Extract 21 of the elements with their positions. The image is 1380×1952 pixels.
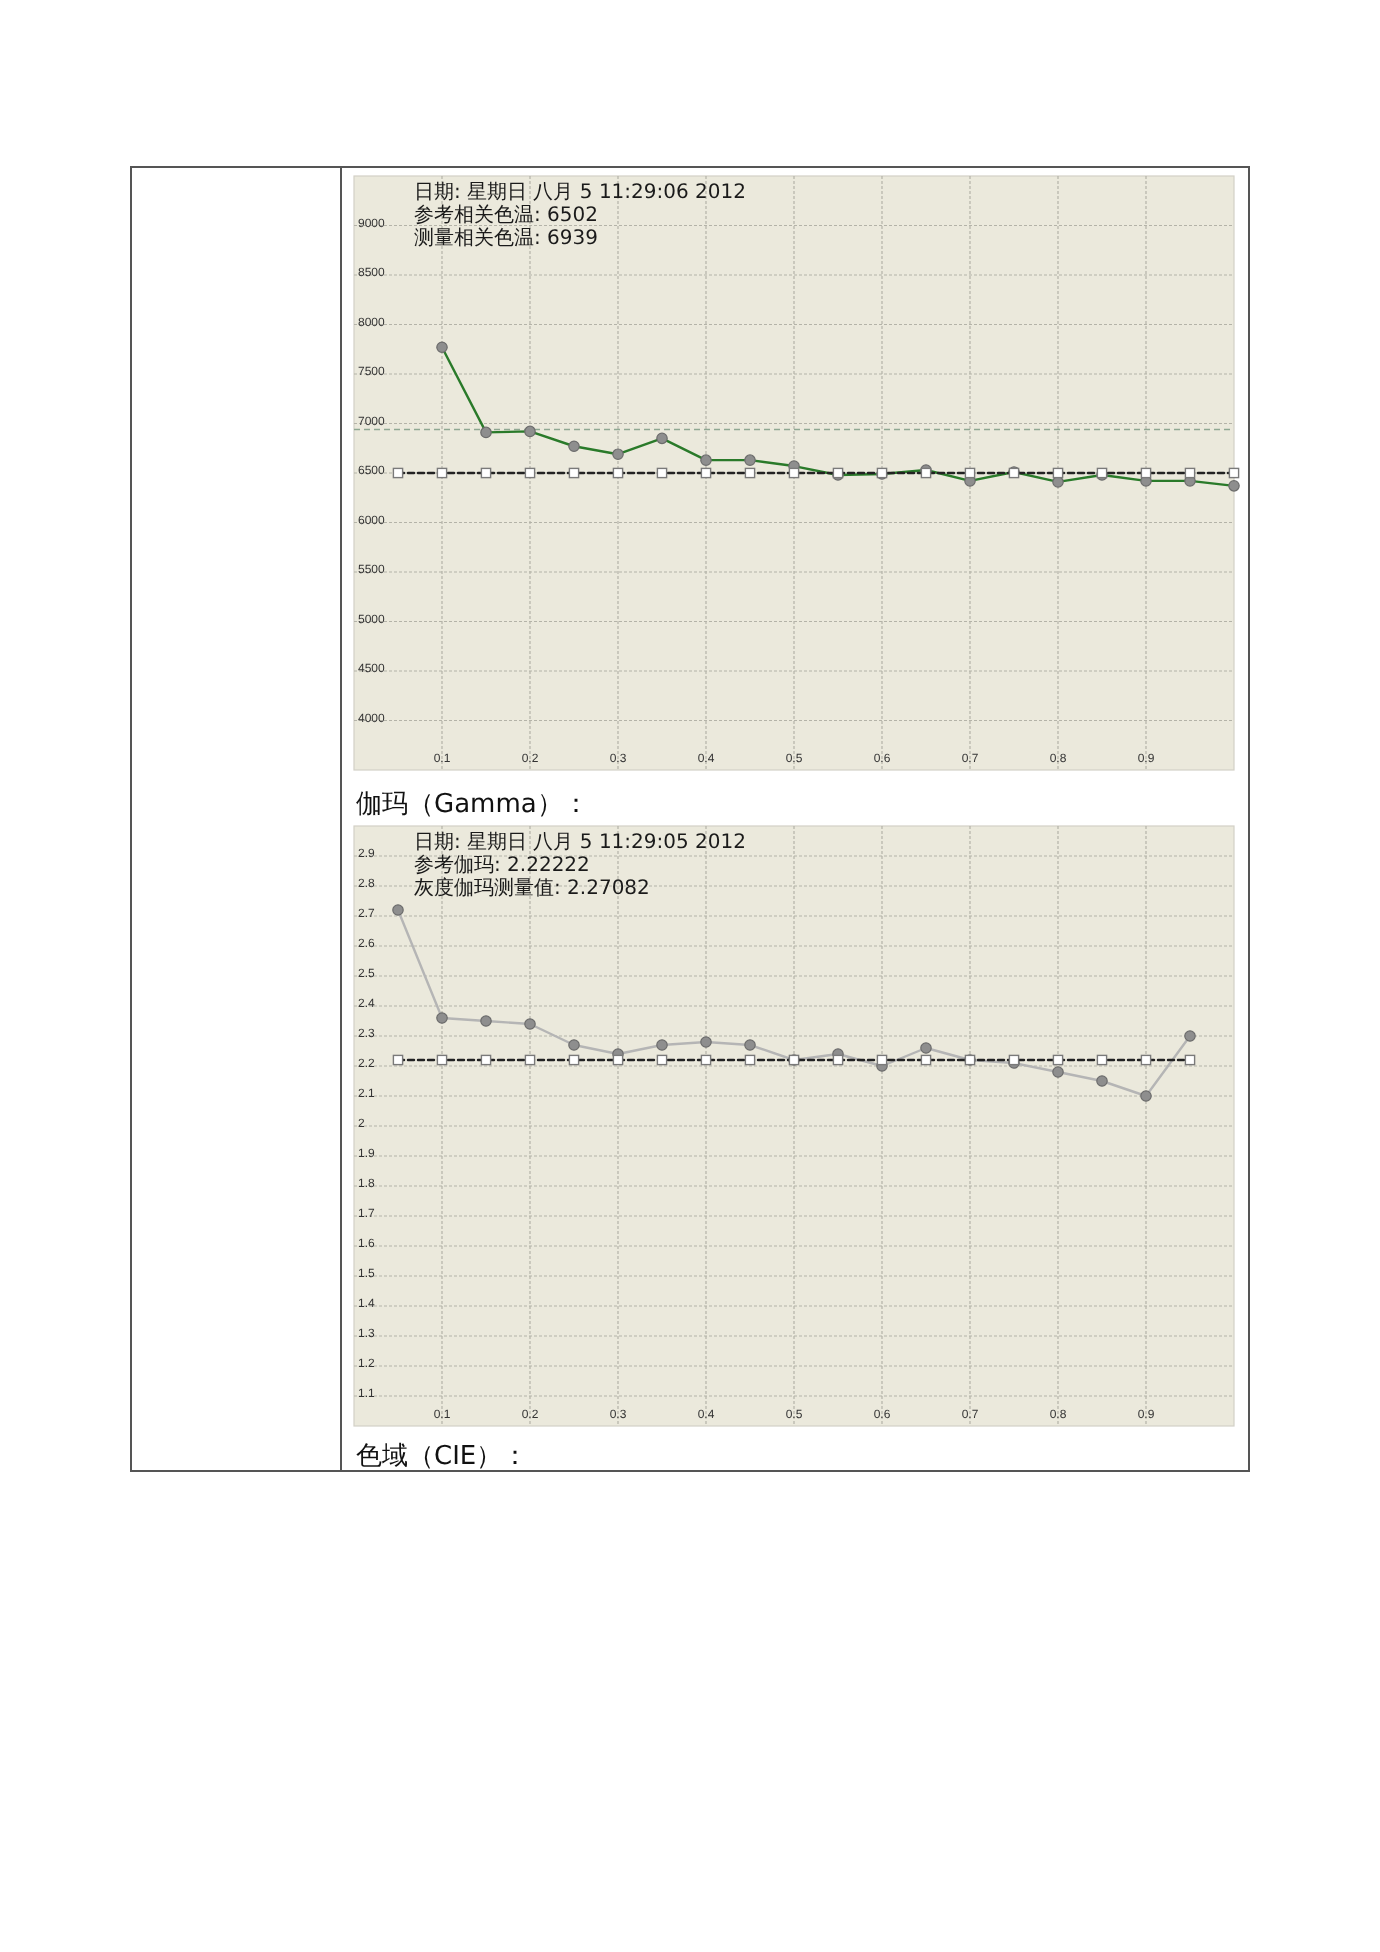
point (524, 1018, 536, 1030)
chart-title: 伽玛（Gamma）： (356, 790, 589, 820)
annotation: 日期: 星期日 八月 5 11:29:06 2012 (414, 180, 746, 204)
point (568, 1039, 580, 1051)
point (1140, 1090, 1152, 1102)
point (480, 1015, 492, 1027)
point (744, 1039, 756, 1051)
point (1184, 1030, 1196, 1042)
annotation: 灰度伽玛测量值: 2.27082 (414, 876, 650, 900)
annotation: 测量相关色温: 6939 (414, 226, 598, 250)
text: 色域（CIE）： (356, 1442, 529, 1472)
point (1096, 1075, 1108, 1087)
annotation: 日期: 星期日 八月 5 11:29:05 2012 (414, 830, 746, 854)
point (700, 1036, 712, 1048)
point (656, 1039, 668, 1051)
point (1052, 1066, 1064, 1078)
point (920, 1042, 932, 1054)
annotation: 参考伽玛: 2.22222 (414, 853, 590, 877)
annotation: 参考相关色温: 6502 (414, 203, 598, 227)
point (436, 1012, 448, 1024)
point (392, 904, 404, 916)
